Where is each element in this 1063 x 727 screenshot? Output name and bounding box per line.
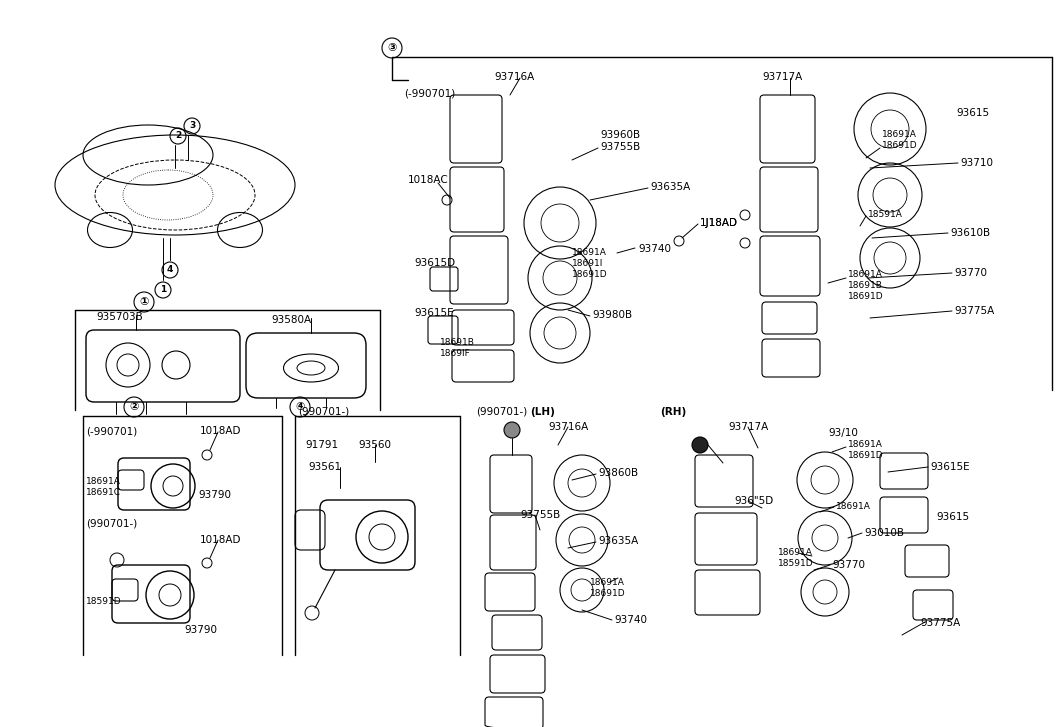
Text: 93561: 93561 (308, 462, 341, 472)
Text: (-990701): (-990701) (86, 426, 137, 436)
Text: 4: 4 (167, 265, 173, 275)
Text: 18691D: 18691D (572, 270, 608, 279)
Text: 18691A: 18691A (778, 548, 813, 557)
Text: 18691I: 18691I (572, 259, 604, 268)
Text: 93755B: 93755B (520, 510, 560, 520)
Text: 93770: 93770 (954, 268, 988, 278)
Text: 936"5D: 936"5D (733, 496, 773, 506)
Text: 18691D: 18691D (848, 451, 883, 460)
Text: 93635A: 93635A (649, 182, 690, 192)
Text: 18691A: 18691A (848, 270, 883, 279)
Text: 18691D: 18691D (590, 589, 626, 598)
Text: 93580A: 93580A (271, 315, 311, 325)
Text: 93717A: 93717A (728, 422, 769, 432)
Text: 3: 3 (189, 121, 196, 131)
Text: 1J18AD: 1J18AD (701, 218, 738, 228)
Text: 18691C: 18691C (86, 488, 121, 497)
Text: 18691A: 18691A (836, 502, 871, 511)
Text: 93717A: 93717A (762, 72, 803, 82)
Circle shape (692, 437, 708, 453)
Text: 93770: 93770 (832, 560, 865, 570)
Text: 1J18AD: 1J18AD (701, 218, 738, 228)
Text: 93010B: 93010B (864, 528, 904, 538)
Text: ④: ④ (296, 402, 305, 412)
Text: 93615: 93615 (956, 108, 990, 118)
Text: (LH): (LH) (530, 407, 555, 417)
Text: 18691A: 18691A (590, 578, 625, 587)
Text: (990701-): (990701-) (476, 407, 527, 417)
Text: 2: 2 (175, 132, 181, 140)
Text: (990701-): (990701-) (298, 407, 350, 417)
Text: 1018AD: 1018AD (200, 535, 241, 545)
Text: ①: ① (139, 297, 149, 307)
Circle shape (504, 422, 520, 438)
Text: 1018AC: 1018AC (408, 175, 449, 185)
Text: 1869IF: 1869IF (440, 349, 471, 358)
Text: 93/10: 93/10 (828, 428, 858, 438)
Text: 93615: 93615 (937, 512, 969, 522)
Text: 93716A: 93716A (549, 422, 588, 432)
Text: 93790: 93790 (184, 625, 217, 635)
Text: 93615E: 93615E (930, 462, 969, 472)
Text: 93610B: 93610B (950, 228, 990, 238)
Text: 93755B: 93755B (600, 142, 640, 152)
Text: ③: ③ (387, 43, 396, 53)
Text: 93740: 93740 (614, 615, 647, 625)
Text: 93775A: 93775A (954, 306, 994, 316)
Text: 93980B: 93980B (592, 310, 632, 320)
Text: 93615E: 93615E (414, 308, 454, 318)
Text: 93560: 93560 (358, 440, 391, 450)
Text: 18591D: 18591D (86, 597, 121, 606)
Text: 93775A: 93775A (919, 618, 960, 628)
Text: 18691B: 18691B (440, 338, 475, 347)
Text: 93635A: 93635A (598, 536, 638, 546)
Text: 18691B: 18691B (848, 281, 883, 290)
Text: (RH): (RH) (660, 407, 687, 417)
Text: 18691D: 18691D (848, 292, 883, 301)
Text: ②: ② (130, 402, 138, 412)
Text: 18591A: 18591A (868, 210, 902, 219)
Text: 18691A: 18691A (882, 130, 917, 139)
Text: 93716A: 93716A (494, 72, 535, 82)
Text: 93710: 93710 (960, 158, 993, 168)
Text: 93615D: 93615D (414, 258, 455, 268)
Text: 1018AD: 1018AD (200, 426, 241, 436)
Text: 93790: 93790 (198, 490, 231, 500)
Text: 18691A: 18691A (86, 477, 121, 486)
Text: 18691A: 18691A (848, 440, 883, 449)
Text: 93740: 93740 (638, 244, 671, 254)
Text: 18691D: 18691D (882, 141, 917, 150)
Text: 1: 1 (159, 286, 166, 294)
Text: (-990701): (-990701) (404, 88, 455, 98)
Text: 18591D: 18591D (778, 559, 813, 568)
Text: (990701-): (990701-) (86, 518, 137, 528)
Text: 93860B: 93860B (598, 468, 638, 478)
Text: 91791: 91791 (305, 440, 338, 450)
Text: 935703B: 935703B (96, 312, 142, 322)
Text: 93960B: 93960B (600, 130, 640, 140)
Text: 18691A: 18691A (572, 248, 607, 257)
